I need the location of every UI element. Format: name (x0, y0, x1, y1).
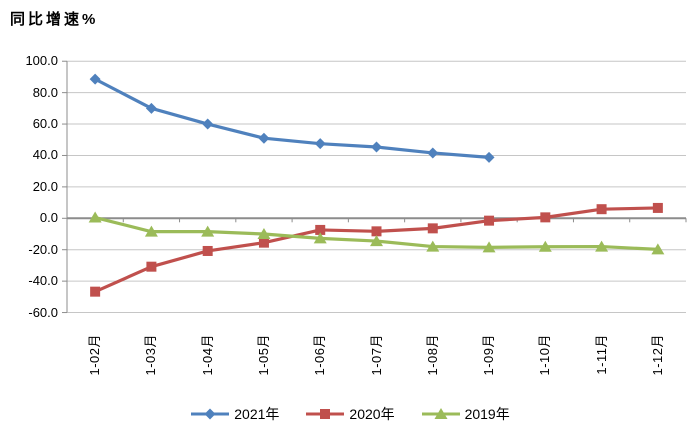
series-2020年-marker (484, 215, 495, 226)
series-2021年-marker (89, 73, 101, 85)
x-tick-label: 1-06月 (312, 334, 328, 376)
series-2020年-marker (258, 237, 269, 248)
series-2019年-marker (482, 241, 496, 253)
y-tick-label: 20.0 (32, 178, 58, 194)
series-2019年-marker (426, 240, 440, 252)
series-2019年-marker (144, 225, 158, 237)
square-legend-marker-icon (306, 409, 345, 419)
diamond-legend-marker-icon (191, 408, 230, 420)
y-tick-label: 0.0 (39, 210, 58, 226)
y-tick-label: -40.0 (28, 273, 58, 289)
legend-label: 2019年 (464, 406, 510, 422)
series-2020年-marker (202, 245, 213, 256)
y-tick-label: 60.0 (32, 116, 58, 132)
legend-label: 2020年 (349, 406, 395, 422)
series-2020年-marker (652, 202, 663, 213)
series-2020年-marker (540, 212, 551, 223)
series-2020年-marker (315, 224, 326, 235)
series-2020年-marker (427, 223, 438, 234)
series-2019年-marker (538, 240, 552, 252)
y-tick-label: -20.0 (28, 241, 58, 257)
x-tick-label: 1-08月 (424, 334, 440, 376)
series-2020年-marker (371, 226, 382, 237)
series-2019年-marker (257, 228, 271, 240)
x-tick-label: 1-02月 (87, 334, 103, 376)
y-tick-label: 100.0 (25, 53, 58, 69)
chart-title: 同比增速% (10, 11, 99, 28)
series-2021年-marker (314, 138, 326, 150)
series-2019年-marker (370, 235, 383, 247)
series-2020年-marker (596, 204, 607, 215)
x-tick-label: 1-09月 (481, 334, 497, 376)
series-2021年-marker (427, 147, 439, 159)
x-tick-label: 1-11月 (593, 334, 609, 375)
series-2021年-marker (371, 141, 382, 153)
series-2019年-marker (201, 225, 215, 237)
legend-item-2020年: 2020年 (305, 404, 395, 424)
x-tick-label: 1-12月 (649, 334, 665, 376)
x-tick-label: 1-05月 (255, 334, 271, 376)
series-2021年-marker (202, 118, 214, 130)
series-2021年-marker (258, 132, 270, 144)
series-2019年-marker (88, 211, 102, 223)
series-2019年-marker (651, 243, 665, 255)
series-2021年-marker (483, 151, 495, 163)
x-tick-label: 1-03月 (143, 334, 159, 376)
series-2019年-marker (595, 240, 609, 252)
series-2019年-marker (313, 232, 327, 244)
y-tick-label: 40.0 (32, 147, 58, 163)
legend: 2021年 2020年 2019年 (0, 404, 700, 424)
x-tick-label: 1-04月 (199, 334, 215, 376)
y-tick-label: 80.0 (32, 84, 58, 100)
triangle-legend-marker-icon (421, 408, 460, 419)
series-2020年-marker (146, 261, 157, 272)
y-tick-label: -60.0 (28, 304, 58, 320)
series-2021年-line (93, 77, 491, 159)
series-2020年-marker (90, 286, 101, 297)
x-tick-label: 1-07月 (368, 334, 384, 376)
series-2021年-marker (145, 102, 157, 114)
legend-label: 2021年 (234, 406, 280, 422)
legend-item-2019年: 2019年 (421, 404, 510, 424)
x-tick-label: 1-10月 (537, 334, 553, 376)
legend-item-2021年: 2021年 (190, 404, 279, 424)
